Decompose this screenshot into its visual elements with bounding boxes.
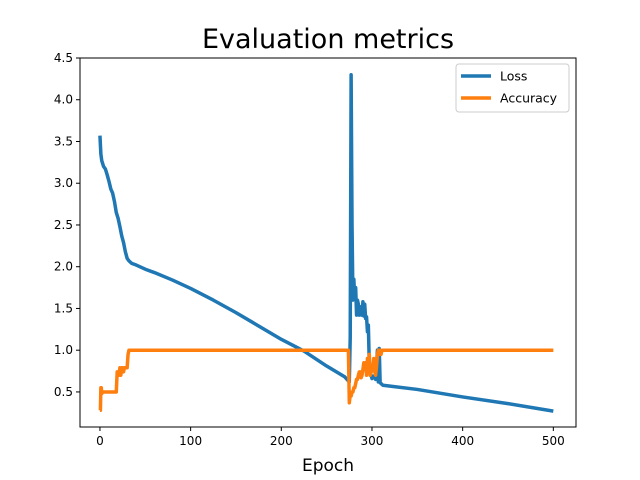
series-layer bbox=[98, 72, 554, 413]
chart-title: Evaluation metrics bbox=[202, 24, 454, 55]
x-tick-label: 0 bbox=[96, 434, 104, 448]
y-tick-label: 1.0 bbox=[54, 343, 73, 357]
legend-label-loss: Loss bbox=[500, 69, 527, 84]
legend-label-accuracy: Accuracy bbox=[500, 91, 558, 106]
x-tick-label: 500 bbox=[542, 434, 565, 448]
y-tick-label: 3.5 bbox=[54, 134, 73, 148]
y-tick-label: 4.5 bbox=[54, 51, 73, 65]
series-line-accuracy bbox=[98, 348, 554, 413]
y-tick-label: 3.0 bbox=[54, 176, 73, 190]
y-tick-label: 4.0 bbox=[54, 93, 73, 107]
x-tick-label: 200 bbox=[270, 434, 293, 448]
x-tick-label: 300 bbox=[361, 434, 384, 448]
legend: Loss Accuracy bbox=[455, 63, 570, 113]
x-tick-label: 400 bbox=[451, 434, 474, 448]
y-tick-label: 2.5 bbox=[54, 218, 73, 232]
y-tick-label: 1.5 bbox=[54, 301, 73, 315]
y-axis: 0.5 1.0 1.5 2.0 2.5 3.0 3.5 4.0 4.5 bbox=[54, 51, 80, 399]
x-axis-label: Epoch bbox=[302, 456, 354, 476]
y-tick-label: 2.0 bbox=[54, 260, 73, 274]
y-tick-label: 0.5 bbox=[54, 385, 73, 399]
x-tick-label: 100 bbox=[179, 434, 202, 448]
x-axis: 0 100 200 300 400 500 bbox=[96, 427, 565, 448]
series-line-loss bbox=[98, 72, 554, 413]
plot-frame bbox=[79, 57, 577, 428]
